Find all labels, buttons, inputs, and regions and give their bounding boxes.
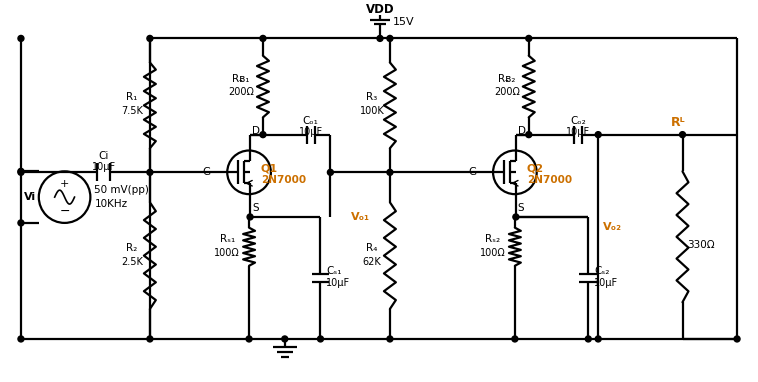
Circle shape: [595, 132, 601, 138]
Text: 2.5K: 2.5K: [121, 257, 143, 267]
Text: 2N7000: 2N7000: [261, 175, 306, 185]
Text: 10μF: 10μF: [92, 162, 116, 172]
Text: Rᴃ₂: Rᴃ₂: [498, 74, 515, 84]
Circle shape: [318, 336, 324, 342]
Text: 10KHz: 10KHz: [94, 199, 127, 209]
Text: 330Ω: 330Ω: [688, 240, 715, 250]
Circle shape: [595, 336, 601, 342]
Circle shape: [147, 36, 153, 41]
Circle shape: [327, 169, 334, 175]
Text: +: +: [60, 179, 69, 189]
Circle shape: [260, 36, 266, 41]
Circle shape: [18, 220, 24, 226]
Text: 100Ω: 100Ω: [215, 248, 240, 258]
Circle shape: [247, 214, 253, 220]
Circle shape: [282, 336, 288, 342]
Text: Q1: Q1: [261, 163, 278, 173]
Circle shape: [18, 169, 24, 175]
Text: 10μF: 10μF: [327, 278, 350, 288]
Text: Rₛ₁: Rₛ₁: [220, 234, 235, 244]
Circle shape: [526, 36, 532, 41]
Circle shape: [18, 168, 24, 174]
Text: D: D: [252, 126, 260, 136]
Text: R₃: R₃: [366, 92, 377, 102]
Circle shape: [585, 336, 591, 342]
Text: 2N7000: 2N7000: [527, 175, 572, 185]
Text: Cₒ₂: Cₒ₂: [571, 116, 586, 126]
Text: Cₛ₂: Cₛ₂: [594, 266, 609, 276]
Text: Ci: Ci: [99, 151, 109, 162]
Text: 10μF: 10μF: [299, 127, 323, 137]
Text: 15V: 15V: [393, 16, 415, 27]
Text: Vₒ₁: Vₒ₁: [351, 212, 370, 222]
Circle shape: [147, 169, 153, 175]
Circle shape: [387, 36, 393, 41]
Text: G: G: [202, 167, 211, 177]
Text: R₄: R₄: [366, 243, 377, 253]
Text: 100K: 100K: [360, 106, 384, 117]
Text: G: G: [468, 167, 476, 177]
Circle shape: [512, 336, 518, 342]
Text: 100Ω: 100Ω: [480, 248, 506, 258]
Circle shape: [734, 336, 740, 342]
Circle shape: [18, 336, 24, 342]
Text: VDD: VDD: [365, 3, 394, 16]
Circle shape: [18, 36, 24, 41]
Circle shape: [246, 336, 252, 342]
Circle shape: [513, 214, 518, 220]
Text: Rᴸ: Rᴸ: [672, 116, 686, 129]
Text: 62K: 62K: [362, 257, 381, 267]
Circle shape: [679, 132, 685, 138]
Circle shape: [387, 169, 393, 175]
Text: R₁: R₁: [127, 92, 138, 102]
Text: Cₛ₁: Cₛ₁: [327, 266, 342, 276]
Text: Rᴃ₁: Rᴃ₁: [233, 74, 250, 84]
Circle shape: [377, 36, 383, 41]
Text: Rₛ₂: Rₛ₂: [485, 234, 500, 244]
Circle shape: [387, 336, 393, 342]
Text: 10μF: 10μF: [566, 127, 590, 137]
Text: Q2: Q2: [527, 163, 544, 173]
Text: Vi: Vi: [24, 192, 36, 202]
Text: 50 mV(pp): 50 mV(pp): [94, 185, 149, 195]
Text: −: −: [59, 204, 70, 217]
Text: S: S: [252, 203, 258, 213]
Text: Cₒ₁: Cₒ₁: [302, 116, 318, 126]
Circle shape: [260, 132, 266, 138]
Text: D: D: [518, 126, 526, 136]
Circle shape: [526, 132, 532, 138]
Text: S: S: [518, 203, 525, 213]
Text: 200Ω: 200Ω: [228, 87, 254, 97]
Circle shape: [147, 336, 153, 342]
Text: 10μF: 10μF: [594, 278, 619, 288]
Text: 7.5K: 7.5K: [121, 106, 143, 117]
Text: Vₒ₂: Vₒ₂: [603, 222, 622, 232]
Text: R₂: R₂: [127, 243, 138, 253]
Text: 200Ω: 200Ω: [494, 87, 520, 97]
